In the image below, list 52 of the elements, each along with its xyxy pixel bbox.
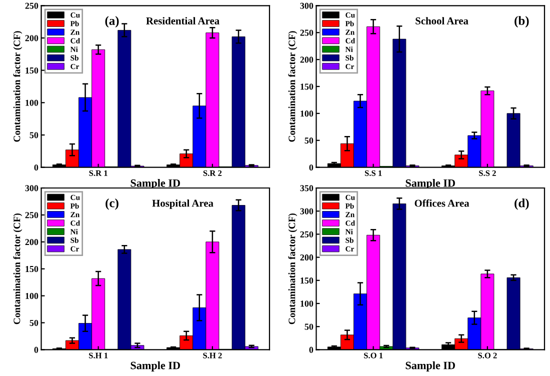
x-axis-title: Sample ID [130,179,180,190]
y-axis-title: Contamination factor (CF) [288,31,298,142]
y-tick-label: 50 [304,138,314,144]
y-tick-label: 50 [30,320,38,326]
y-tick-label: 100 [300,110,314,117]
y-axis-title: Contamination factor (CF) [288,213,298,324]
y-tick-label: 150 [26,67,38,74]
y-tick-label: 0 [34,164,38,171]
text: Offices Area [414,199,470,207]
annotation: (b) [514,16,529,28]
y-tick-label: 250 [300,30,314,36]
y-tick-label: 200 [300,56,314,63]
y-axis-title: Contamination factor (CF) [13,31,22,142]
y-tick-label: 250 [25,212,38,218]
annotation: (d) [514,198,529,210]
y-tick-label: 0 [309,164,314,171]
text: Hospital Area [152,199,214,209]
y-tick-label: 250 [300,231,314,238]
x-tick-label: S.R 2 [203,170,222,176]
y-tick-label: 50 [304,324,314,330]
y-axis-title: Contamination factor (CF) [13,213,22,324]
y-tick-label: 300 [300,208,314,214]
y-tick-label: 150 [300,84,314,90]
x-tick-label: S.H 2 [203,352,222,358]
y-tick-label: 350 [300,185,314,192]
y-tick-label: 200 [25,239,38,246]
x-tick-label: S.O 2 [478,352,497,358]
text: School Area [416,17,468,24]
y-tick-label: 200 [25,35,38,42]
y-tick-label: 100 [300,300,314,307]
y-tick-label: 0 [34,346,38,353]
y-tick-label: 150 [26,266,38,272]
x-tick-label: S.R 1 [89,170,108,176]
annotation: (c) [106,198,118,210]
x-tick-label: S.S 1 [364,170,382,176]
x-axis-title: Sample ID [406,361,455,372]
y-tick-label: 300 [300,2,314,9]
x-tick-label: S.S 2 [479,170,496,176]
x-axis-title: Sample ID [406,179,455,190]
y-tick-label: 200 [300,254,314,261]
y-tick-label: 250 [25,2,38,9]
x-tick-label: S.H 1 [89,352,108,358]
y-tick-label: 0 [309,346,314,353]
y-tick-label: 300 [25,185,38,192]
annotation: (a) [105,16,119,28]
text: Residential Area [146,17,220,24]
y-tick-label: 150 [300,278,314,284]
x-tick-label: S.O 1 [364,352,383,358]
y-tick-label: 50 [30,132,38,138]
x-axis-title: Sample ID [130,361,180,372]
y-tick-label: 100 [26,100,38,106]
y-tick-label: 100 [26,292,38,300]
